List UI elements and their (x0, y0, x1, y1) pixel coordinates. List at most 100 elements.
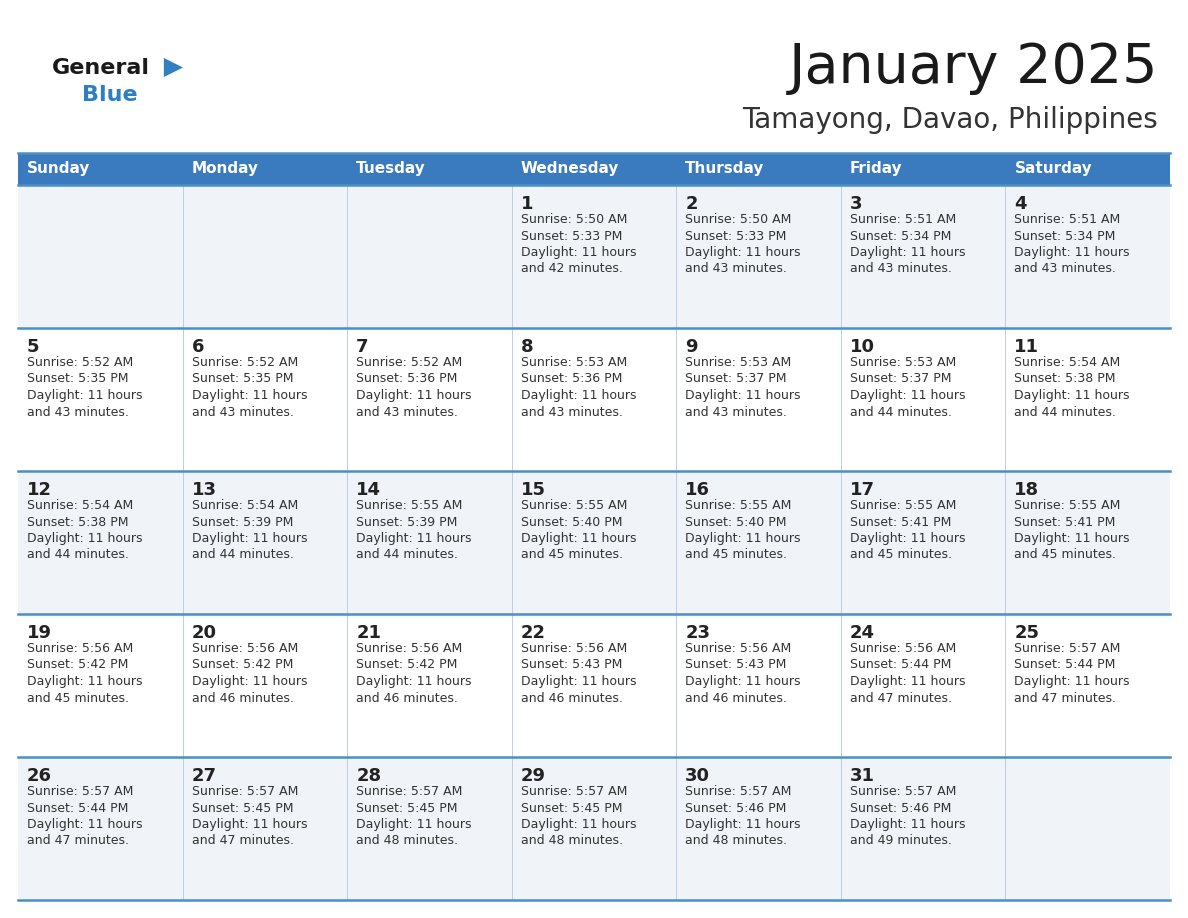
Text: Sunset: 5:37 PM: Sunset: 5:37 PM (685, 373, 786, 386)
Text: 20: 20 (191, 624, 216, 642)
Bar (676, 153, 841, 185)
Text: 12: 12 (27, 481, 52, 499)
Text: and 43 minutes.: and 43 minutes. (27, 406, 128, 419)
Bar (18, 185, 1170, 328)
Text: Sunset: 5:44 PM: Sunset: 5:44 PM (1015, 658, 1116, 671)
Text: Sunrise: 5:57 AM: Sunrise: 5:57 AM (191, 785, 298, 798)
Text: Sunday: Sunday (27, 161, 90, 175)
Text: Sunset: 5:42 PM: Sunset: 5:42 PM (356, 658, 457, 671)
Text: Sunrise: 5:53 AM: Sunrise: 5:53 AM (520, 356, 627, 369)
Text: and 43 minutes.: and 43 minutes. (191, 406, 293, 419)
Text: Daylight: 11 hours: Daylight: 11 hours (191, 675, 307, 688)
Text: and 47 minutes.: and 47 minutes. (191, 834, 293, 847)
Text: 1: 1 (520, 195, 533, 213)
Text: 30: 30 (685, 767, 710, 785)
Text: 3: 3 (849, 195, 862, 213)
Text: Daylight: 11 hours: Daylight: 11 hours (685, 246, 801, 259)
Bar (18, 153, 183, 185)
Text: 10: 10 (849, 338, 874, 356)
Text: and 44 minutes.: and 44 minutes. (356, 548, 459, 562)
Text: Sunset: 5:41 PM: Sunset: 5:41 PM (1015, 516, 1116, 529)
Text: Sunrise: 5:56 AM: Sunrise: 5:56 AM (685, 642, 791, 655)
Text: Sunrise: 5:57 AM: Sunrise: 5:57 AM (685, 785, 791, 798)
Text: Daylight: 11 hours: Daylight: 11 hours (1015, 389, 1130, 402)
Text: Sunrise: 5:54 AM: Sunrise: 5:54 AM (27, 499, 133, 512)
Text: Sunrise: 5:57 AM: Sunrise: 5:57 AM (520, 785, 627, 798)
Text: Sunrise: 5:57 AM: Sunrise: 5:57 AM (356, 785, 462, 798)
Text: Sunset: 5:35 PM: Sunset: 5:35 PM (191, 373, 293, 386)
Text: January 2025: January 2025 (789, 41, 1158, 95)
Text: and 43 minutes.: and 43 minutes. (685, 406, 788, 419)
Bar (512, 153, 676, 185)
Text: Sunrise: 5:51 AM: Sunrise: 5:51 AM (849, 213, 956, 226)
Text: Blue: Blue (82, 85, 138, 105)
Bar (1005, 153, 1170, 185)
Text: Sunrise: 5:53 AM: Sunrise: 5:53 AM (685, 356, 791, 369)
Bar (18, 614, 1170, 757)
Text: Sunrise: 5:55 AM: Sunrise: 5:55 AM (1015, 499, 1120, 512)
Text: and 47 minutes.: and 47 minutes. (1015, 691, 1117, 704)
Text: Sunset: 5:34 PM: Sunset: 5:34 PM (849, 230, 952, 242)
Text: and 43 minutes.: and 43 minutes. (685, 263, 788, 275)
Text: 6: 6 (191, 338, 204, 356)
Text: and 46 minutes.: and 46 minutes. (685, 691, 788, 704)
Text: Sunset: 5:43 PM: Sunset: 5:43 PM (685, 658, 786, 671)
Text: Sunrise: 5:55 AM: Sunrise: 5:55 AM (849, 499, 956, 512)
Text: and 48 minutes.: and 48 minutes. (356, 834, 459, 847)
Text: and 45 minutes.: and 45 minutes. (27, 691, 129, 704)
Text: Sunset: 5:38 PM: Sunset: 5:38 PM (27, 516, 128, 529)
Text: 17: 17 (849, 481, 874, 499)
Text: Daylight: 11 hours: Daylight: 11 hours (520, 389, 637, 402)
Text: Sunrise: 5:56 AM: Sunrise: 5:56 AM (191, 642, 298, 655)
Text: 7: 7 (356, 338, 368, 356)
Text: Sunset: 5:41 PM: Sunset: 5:41 PM (849, 516, 952, 529)
Text: Daylight: 11 hours: Daylight: 11 hours (520, 246, 637, 259)
Text: Sunset: 5:39 PM: Sunset: 5:39 PM (356, 516, 457, 529)
Bar (18, 757, 1170, 900)
Text: Sunset: 5:40 PM: Sunset: 5:40 PM (520, 516, 623, 529)
Text: Daylight: 11 hours: Daylight: 11 hours (520, 675, 637, 688)
Text: 23: 23 (685, 624, 710, 642)
Text: Sunrise: 5:52 AM: Sunrise: 5:52 AM (27, 356, 133, 369)
Text: and 45 minutes.: and 45 minutes. (1015, 548, 1117, 562)
Text: 22: 22 (520, 624, 545, 642)
Text: Tuesday: Tuesday (356, 161, 425, 175)
Text: Daylight: 11 hours: Daylight: 11 hours (520, 818, 637, 831)
Bar (841, 153, 1005, 185)
Text: Sunrise: 5:50 AM: Sunrise: 5:50 AM (685, 213, 791, 226)
Text: Sunset: 5:35 PM: Sunset: 5:35 PM (27, 373, 128, 386)
Bar (183, 153, 347, 185)
Text: Daylight: 11 hours: Daylight: 11 hours (191, 818, 307, 831)
Text: 24: 24 (849, 624, 874, 642)
Text: 16: 16 (685, 481, 710, 499)
Text: Daylight: 11 hours: Daylight: 11 hours (685, 532, 801, 545)
Text: 26: 26 (27, 767, 52, 785)
Text: Sunrise: 5:56 AM: Sunrise: 5:56 AM (849, 642, 956, 655)
Text: 13: 13 (191, 481, 216, 499)
Text: Daylight: 11 hours: Daylight: 11 hours (685, 675, 801, 688)
Text: Sunset: 5:36 PM: Sunset: 5:36 PM (356, 373, 457, 386)
Text: Sunrise: 5:57 AM: Sunrise: 5:57 AM (1015, 642, 1120, 655)
Text: and 47 minutes.: and 47 minutes. (849, 691, 952, 704)
Text: Daylight: 11 hours: Daylight: 11 hours (849, 389, 966, 402)
Text: Daylight: 11 hours: Daylight: 11 hours (1015, 532, 1130, 545)
Text: Daylight: 11 hours: Daylight: 11 hours (356, 532, 472, 545)
Text: and 45 minutes.: and 45 minutes. (849, 548, 952, 562)
Text: Daylight: 11 hours: Daylight: 11 hours (27, 818, 143, 831)
Text: 8: 8 (520, 338, 533, 356)
Text: General: General (52, 58, 150, 78)
Text: 31: 31 (849, 767, 874, 785)
Bar (347, 153, 512, 185)
Text: 21: 21 (356, 624, 381, 642)
Text: Daylight: 11 hours: Daylight: 11 hours (685, 389, 801, 402)
Text: Daylight: 11 hours: Daylight: 11 hours (849, 532, 966, 545)
Text: Sunset: 5:44 PM: Sunset: 5:44 PM (27, 801, 128, 814)
Text: Sunset: 5:36 PM: Sunset: 5:36 PM (520, 373, 623, 386)
Text: Daylight: 11 hours: Daylight: 11 hours (849, 675, 966, 688)
Text: and 48 minutes.: and 48 minutes. (685, 834, 788, 847)
Text: Sunset: 5:33 PM: Sunset: 5:33 PM (685, 230, 786, 242)
Text: Daylight: 11 hours: Daylight: 11 hours (1015, 246, 1130, 259)
Bar (18, 471, 1170, 614)
Text: 27: 27 (191, 767, 216, 785)
Text: and 46 minutes.: and 46 minutes. (520, 691, 623, 704)
